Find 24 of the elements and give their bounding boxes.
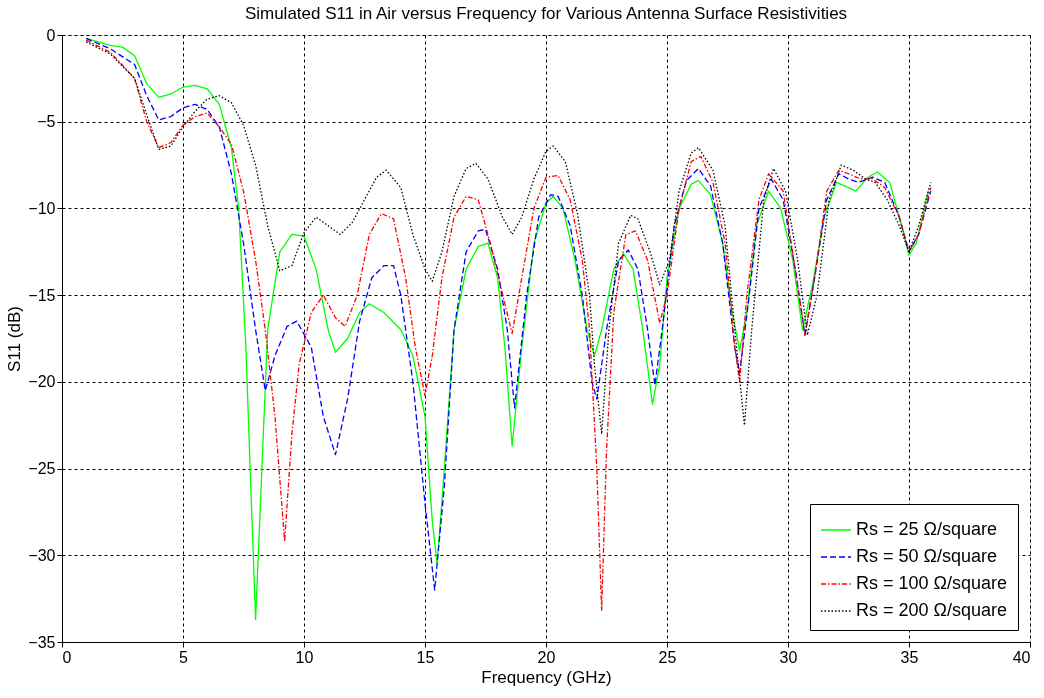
legend-label: Rs = 200 Ω/square xyxy=(856,600,1008,620)
x-tick-label: 5 xyxy=(179,648,189,666)
y-tick-label: −20 xyxy=(28,373,56,391)
chart-title: Simulated S11 in Air versus Frequency for Various Antenna Surface Resistivities xyxy=(244,4,848,23)
y-tick-label: −25 xyxy=(28,460,56,478)
x-tick-label: 40 xyxy=(1012,648,1031,666)
x-tick-label: 20 xyxy=(537,648,556,666)
y-tick-label: −35 xyxy=(28,633,56,651)
y-axis-title: S11 (dB) xyxy=(5,306,25,372)
x-tick-label: 15 xyxy=(416,648,435,666)
y-tick-label: 0 xyxy=(46,26,56,44)
x-tick-label: 25 xyxy=(658,648,677,666)
y-tick-label: −15 xyxy=(28,286,56,304)
x-tick-label: 0 xyxy=(62,648,72,666)
x-tick-label: 30 xyxy=(779,648,798,666)
legend-label: Rs = 100 Ω/square xyxy=(856,573,1008,593)
x-axis-title: Frequency (GHz) xyxy=(481,667,612,687)
y-tick-label: −10 xyxy=(28,199,56,217)
y-tick-label: −5 xyxy=(37,113,56,131)
x-tick-label: 35 xyxy=(900,648,919,666)
x-tick-label: 10 xyxy=(295,648,314,666)
legend-label: Rs = 50 Ω/square xyxy=(856,546,998,566)
legend-label: Rs = 25 Ω/square xyxy=(856,519,998,539)
y-tick-label: −30 xyxy=(28,546,56,564)
